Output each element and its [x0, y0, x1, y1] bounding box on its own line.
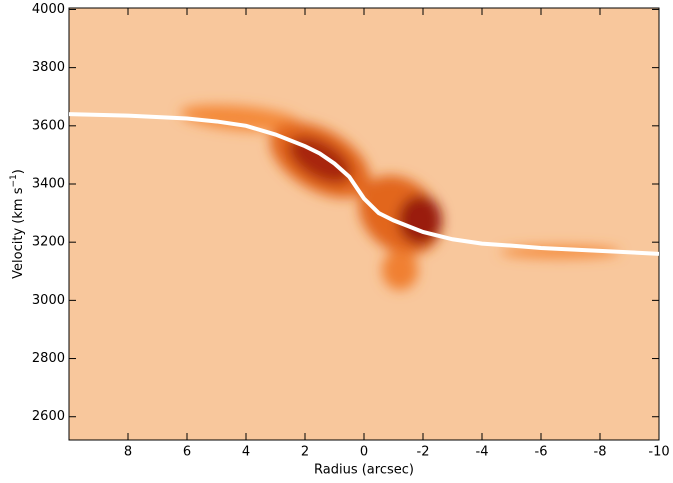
y-tick-label: 3000	[32, 293, 65, 308]
y-label-sup: −1	[9, 174, 19, 187]
x-axis-label: Radius (arcsec)	[314, 463, 414, 478]
y-tick-label: 3600	[32, 118, 65, 133]
x-tick-label: 2	[301, 445, 309, 460]
x-tick-label: -2	[417, 445, 430, 460]
y-tick-label: 3400	[32, 177, 65, 192]
y-tick-label: 2800	[32, 351, 65, 366]
x-tick-label: -4	[476, 445, 489, 460]
y-axis-label: Velocity (km s−1)	[9, 169, 26, 279]
x-tick-label: 6	[183, 445, 191, 460]
x-tick-label: -6	[535, 445, 548, 460]
x-tick-label: 0	[360, 445, 368, 460]
y-tick-label: 2600	[32, 409, 65, 424]
y-tick-label: 4000	[32, 2, 65, 17]
rotation-curve	[69, 112, 659, 256]
x-tick-label: 8	[124, 445, 132, 460]
y-label-end: )	[11, 169, 26, 174]
y-label-text: Velocity (km s	[11, 187, 26, 279]
emission-map	[69, 8, 659, 440]
x-tick-label: -8	[594, 445, 607, 460]
x-tick-label: 4	[242, 445, 250, 460]
y-tick-label: 3800	[32, 60, 65, 75]
y-tick-label: 3200	[32, 235, 65, 250]
x-tick-label: -10	[648, 445, 669, 460]
